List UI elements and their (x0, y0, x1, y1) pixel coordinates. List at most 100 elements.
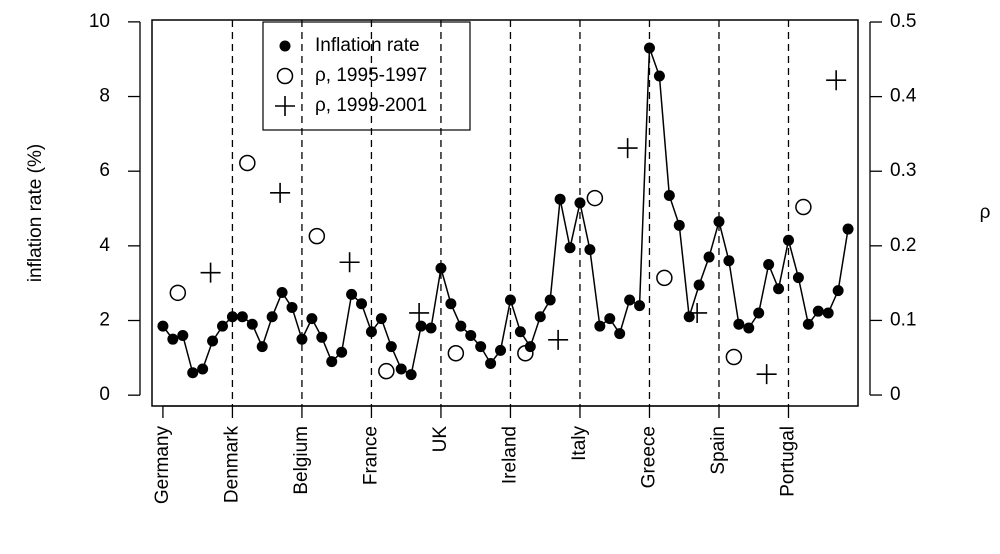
rho-circle (725, 348, 743, 366)
rho-plus (339, 252, 360, 273)
inflation-point (822, 307, 834, 319)
inflation-point (395, 363, 407, 375)
inflation-point (356, 298, 368, 310)
inflation-point (256, 341, 268, 353)
inflation-point (713, 216, 725, 228)
inflation-point (415, 320, 427, 332)
legend-label: Inflation rate (315, 35, 420, 56)
inflation-point (792, 272, 804, 284)
inflation-point (653, 70, 665, 82)
y2-tick-label: 0.2 (890, 235, 916, 256)
rho-circle (586, 189, 604, 207)
inflation-point (584, 244, 596, 256)
legend-label: ρ, 1995-1997 (315, 65, 427, 86)
legend-box (262, 21, 471, 131)
x-tick-label: France (360, 426, 381, 485)
x-tick-label: Italy (569, 426, 590, 461)
rho-circle (169, 284, 187, 302)
inflation-point (306, 313, 318, 325)
inflation-point (226, 311, 238, 323)
inflation-point (157, 320, 169, 332)
inflation-point (554, 193, 566, 205)
inflation-point (763, 259, 775, 271)
y2-tick-label: 0.4 (890, 86, 917, 107)
x-tick-label: Belgium (291, 426, 312, 495)
rho-circle (239, 154, 256, 172)
legend-symbol (279, 40, 291, 52)
rho-plus (826, 70, 847, 91)
inflation-point (703, 251, 715, 263)
inflation-point (604, 313, 616, 325)
y-tick-label: 10 (89, 11, 110, 32)
x-tick-label: Portugal (778, 426, 799, 497)
inflation-point (336, 346, 348, 358)
legend-symbol (275, 96, 295, 116)
x-tick-label: Germany (152, 426, 173, 505)
inflation-point (534, 311, 546, 323)
inflation-point (594, 320, 606, 332)
x-tick-label: Denmark (221, 426, 242, 504)
inflation-point (773, 283, 785, 295)
inflation-point (614, 328, 626, 340)
inflation-point (365, 326, 377, 338)
y2-tick-label: 0 (890, 384, 901, 405)
inflation-point (643, 42, 655, 54)
x-tick-label: Greece (638, 426, 659, 488)
inflation-point (475, 341, 487, 353)
y2-axis-label: ρ (980, 202, 991, 223)
inflation-point (802, 318, 814, 330)
inflation-point (495, 344, 507, 356)
rho-plus (200, 262, 221, 283)
inflation-point (405, 369, 417, 381)
inflation-point (435, 262, 447, 274)
inflation-point (326, 356, 338, 368)
inflation-point (236, 311, 248, 323)
inflation-line (162, 47, 849, 376)
inflation-point (812, 305, 824, 317)
inflation-point (683, 311, 695, 323)
y-tick-label: 0 (99, 384, 110, 405)
inflation-point (624, 294, 636, 306)
rho-circle (795, 198, 812, 216)
rho-circle (308, 227, 326, 245)
inflation-point (504, 294, 516, 306)
inflation-point (187, 367, 199, 379)
inflation-point (574, 197, 586, 209)
inflation-point (733, 318, 745, 330)
inflation-point (485, 357, 497, 369)
inflation-point (425, 322, 437, 334)
y2-tick-label: 0.1 (890, 309, 916, 330)
inflation-point (544, 294, 556, 306)
inflation-point (564, 242, 576, 254)
y-tick-label: 6 (99, 160, 110, 181)
inflation-point (524, 341, 536, 353)
rho-circle (656, 269, 673, 287)
inflation-point (375, 313, 387, 325)
rho-circle (447, 345, 465, 362)
y2-tick-label: 0.3 (890, 160, 916, 181)
inflation-point (246, 318, 258, 330)
inflation-point (465, 329, 477, 341)
x-tick-label: Ireland (499, 426, 520, 484)
y-axis-label: inflation rate (%) (25, 144, 46, 282)
inflation-point (743, 322, 755, 334)
inflation-point (842, 223, 854, 235)
inflation-point (296, 333, 308, 345)
y-tick-label: 4 (99, 235, 110, 256)
inflation-point (663, 189, 675, 201)
inflation-point (455, 320, 467, 332)
inflation-point (197, 363, 209, 375)
legend-symbol (276, 67, 294, 85)
inflation-point (723, 255, 735, 267)
inflation-point (207, 335, 219, 347)
inflation-point (514, 326, 526, 338)
inflation-point (753, 307, 765, 319)
rho-plus (548, 329, 569, 350)
inflation-point (316, 331, 328, 343)
inflation-point (832, 285, 844, 297)
inflation-point (286, 301, 298, 313)
y-tick-label: 2 (99, 310, 110, 331)
rho-plus (687, 302, 708, 323)
inflation-point (346, 288, 358, 300)
